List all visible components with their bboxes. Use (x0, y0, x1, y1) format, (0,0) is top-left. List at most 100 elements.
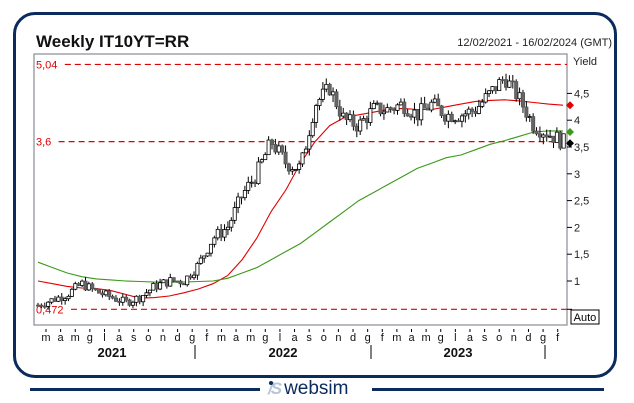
y-tick-label: 1 (574, 276, 580, 288)
plot-area (33, 53, 568, 326)
candle-up (320, 88, 325, 100)
candle-up (395, 104, 400, 111)
x-tick-label: m (392, 332, 401, 344)
candle-up (324, 84, 329, 90)
candle-up (381, 111, 386, 115)
candle-down (36, 304, 41, 307)
y-tick-label: 1,5 (574, 249, 589, 261)
x-tick-label: f (381, 332, 385, 344)
candle-up (561, 133, 566, 149)
year-label: 2022 (269, 345, 298, 360)
candle-up (480, 101, 485, 107)
last-value-marker-icon (566, 127, 574, 136)
candle-up (517, 92, 522, 100)
candle-down (286, 163, 291, 172)
auto-scale-label: Auto (574, 312, 597, 324)
candle-up (141, 294, 146, 303)
x-tick-label: a (408, 332, 415, 344)
y-tick-label: 3,5 (574, 142, 589, 154)
candle-down (520, 92, 525, 108)
candle-down (137, 295, 142, 303)
x-tick-label: a (116, 332, 123, 344)
y-tick-label: 3 (574, 169, 580, 181)
candle-up (412, 109, 417, 118)
candle-down (83, 280, 88, 291)
x-tick-label: a (291, 332, 298, 344)
candle-up (487, 90, 492, 95)
candle-up (151, 283, 156, 291)
x-tick-label: s (482, 332, 488, 344)
moving-average-line (37, 130, 563, 283)
candle-down (39, 304, 44, 307)
candle-up (314, 105, 319, 123)
candle-down (344, 112, 349, 121)
y-axis: Yield 4,5 4 3,5 3 2,5 2 1,5 1 (567, 56, 597, 310)
x-tick-label: f (205, 332, 209, 344)
x-tick-label: m (217, 332, 226, 344)
candle-down (154, 283, 159, 290)
auto-scale-button[interactable] (570, 309, 600, 325)
candle-up (249, 181, 254, 184)
chart-title: Weekly IT10YT=RR (36, 32, 190, 51)
x-tick-label: d (350, 332, 356, 344)
x-tick-label: l (103, 332, 105, 344)
candle-up (466, 108, 471, 115)
x-tick-label: g (540, 332, 546, 344)
candle-up (463, 113, 468, 117)
moving-average-line (37, 99, 564, 299)
candle-down (100, 292, 105, 296)
x-tick-label: n (160, 332, 166, 344)
candle-up (307, 135, 312, 150)
candle-down (181, 283, 186, 286)
candle-up (80, 280, 85, 286)
candle-up (459, 115, 464, 122)
x-tick-label: n (511, 332, 517, 344)
x-tick-label: f (556, 332, 560, 344)
candle-up (225, 226, 230, 231)
logo-dot-icon (269, 381, 273, 385)
candle-down (76, 283, 81, 286)
candle-up (63, 298, 68, 301)
candle-down (402, 101, 407, 115)
x-tick-label: s (131, 332, 137, 344)
candle-down (493, 86, 498, 92)
candle-up (290, 169, 295, 172)
candle-up (341, 112, 346, 117)
level-label: 3,6 (36, 137, 51, 149)
candle-down (514, 81, 519, 100)
candle-up (276, 145, 281, 153)
candle-down (93, 288, 98, 291)
candle-up (232, 207, 237, 221)
candle-up (103, 290, 108, 296)
candle-up (259, 159, 264, 163)
candle-up (432, 98, 437, 103)
candle-up (49, 298, 54, 303)
candle-up (331, 91, 336, 96)
candle-up (202, 255, 207, 259)
candle-down (164, 279, 169, 287)
candle-up (483, 93, 488, 103)
websim-logo: /S websim (268, 378, 348, 400)
x-tick-label: d (175, 332, 181, 344)
candle-down (392, 108, 397, 111)
candle-up (192, 274, 197, 279)
logo-text: websim (284, 378, 349, 399)
candle-up (208, 243, 213, 254)
candle-down (409, 115, 414, 118)
candle-down (500, 79, 505, 81)
candle-up (398, 101, 403, 106)
candle-down (110, 296, 115, 299)
candle-up (297, 163, 302, 170)
x-tick-label: g (189, 332, 195, 344)
candle-down (436, 98, 441, 107)
x-tick-label: o (321, 332, 327, 344)
candle-up (429, 101, 434, 111)
candle-up (246, 181, 251, 191)
candle-down (551, 135, 556, 143)
candle-down (219, 228, 224, 238)
candle-down (97, 289, 102, 294)
candle-up (476, 105, 481, 114)
candle-up (371, 103, 376, 110)
year-label: 2021 (98, 345, 127, 360)
